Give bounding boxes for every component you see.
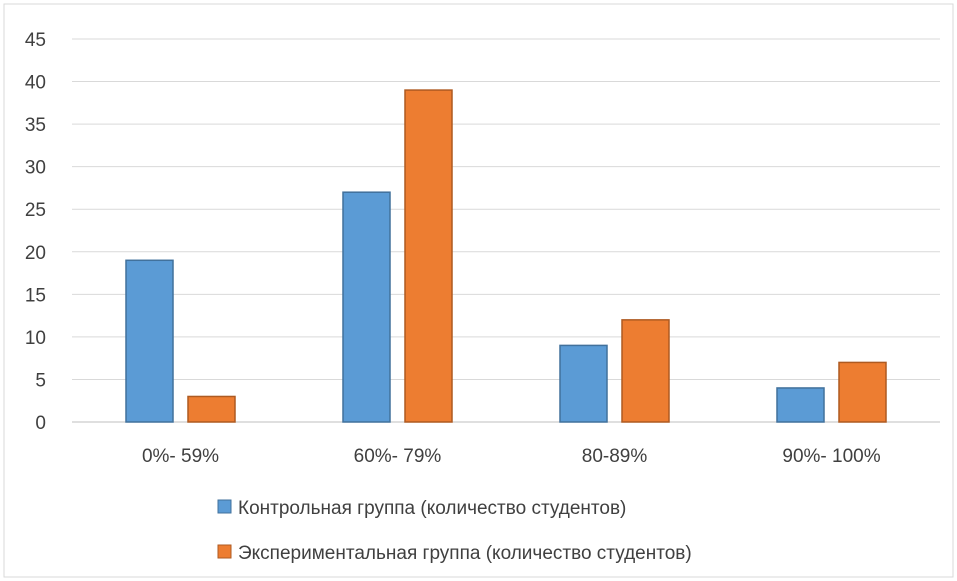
y-tick-label: 5: [35, 370, 46, 391]
x-category-label: 0%- 59%: [142, 446, 219, 467]
legend-label-series-1: Контрольная группа (количество студентов…: [238, 498, 626, 519]
y-tick-label: 35: [25, 115, 46, 136]
y-tick-label: 45: [25, 30, 46, 51]
x-category-label: 80-89%: [582, 446, 648, 467]
bars: [125, 89, 887, 423]
bar-series-2-cat-2: [404, 89, 453, 423]
y-tick-label: 10: [25, 328, 46, 349]
y-tick-label: 30: [25, 158, 46, 179]
y-tick-label: 0: [35, 413, 46, 434]
bar-series-2-cat-3: [621, 319, 670, 423]
legend-swatch-series-1: [217, 499, 232, 514]
y-tick-label: 20: [25, 243, 46, 264]
y-axis-ticks: 0 5 10 15 20 25 30 35 40 45: [25, 30, 46, 434]
legend-swatch-series-2: [217, 544, 232, 559]
y-tick-label: 15: [25, 285, 46, 306]
bar-series-2-cat-1: [187, 395, 236, 423]
bar-series-2-cat-4: [838, 361, 887, 423]
bar-series-1-cat-2: [342, 191, 391, 423]
bar-series-1-cat-1: [125, 259, 174, 423]
legend-label-series-2: Экспериментальная группа (количество сту…: [238, 543, 692, 564]
bar-series-1-cat-3: [559, 344, 608, 423]
bar-series-1-cat-4: [776, 387, 825, 423]
legend: Контрольная группа (количество студентов…: [217, 498, 692, 564]
x-category-label: 90%- 100%: [782, 446, 880, 467]
y-tick-label: 40: [25, 73, 46, 94]
y-tick-label: 25: [25, 200, 46, 221]
x-axis-categories: 0%- 59% 60%- 79% 80-89% 90%- 100%: [142, 446, 881, 467]
x-category-label: 60%- 79%: [354, 446, 442, 467]
